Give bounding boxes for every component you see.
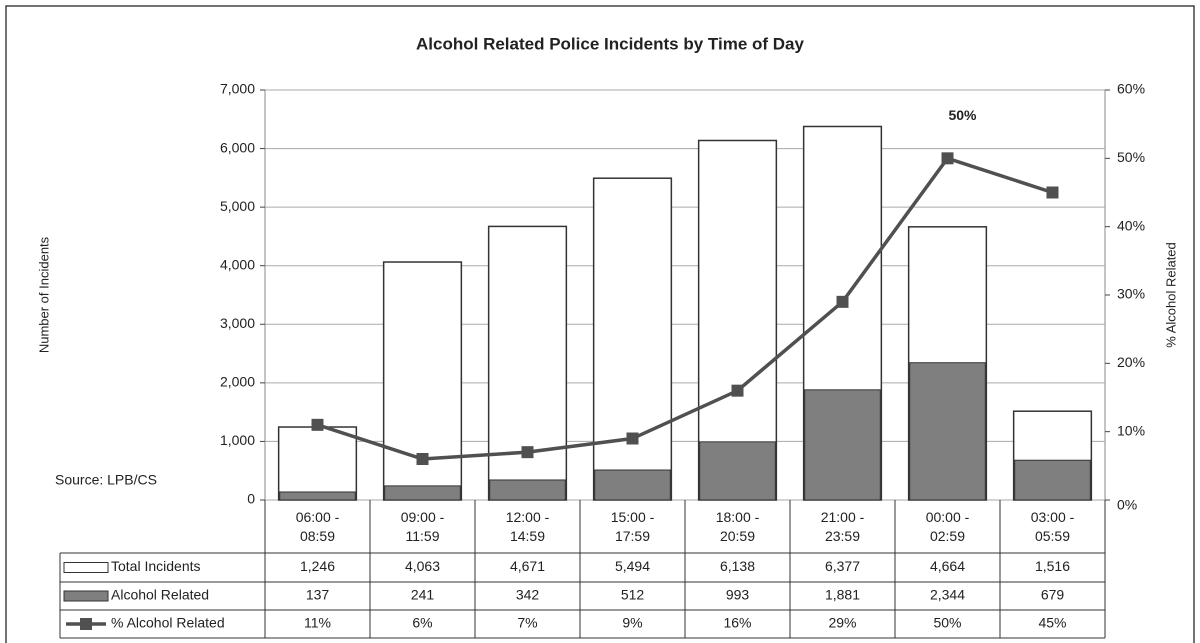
table-value: 2,344: [930, 587, 965, 603]
x-tick-label: 12:00 - 14:59: [506, 509, 550, 544]
bar: [489, 479, 566, 501]
bar: [699, 441, 776, 501]
x-tick-line: 17:59: [615, 528, 650, 544]
marker: [626, 432, 639, 445]
table-value: 1,516: [1035, 558, 1070, 574]
table-value: 29%: [828, 615, 856, 631]
legend-label: % Alcohol Related: [111, 615, 225, 631]
table-value: 7%: [517, 615, 537, 631]
x-tick-line: 00:00 -: [926, 509, 970, 525]
y-tick-label: 3,000: [220, 315, 255, 331]
table-value: 137: [306, 587, 330, 603]
y2-tick-label: 50%: [1117, 149, 1145, 165]
y-tick-label: 6,000: [220, 139, 255, 155]
line: [316, 156, 1054, 461]
y2-tick-label: 0%: [1117, 497, 1137, 513]
x-tick-line: 15:00 -: [611, 509, 655, 525]
table-value: 50%: [933, 615, 961, 631]
y2-tick-label: 10%: [1117, 422, 1145, 438]
y2-tick-label: 30%: [1117, 286, 1145, 302]
x-tick-line: 08:59: [300, 528, 335, 544]
y-tick-label: 2,000: [220, 374, 255, 390]
bar: [804, 389, 881, 501]
marker: [311, 418, 324, 431]
x-tick-label: 06:00 - 08:59: [296, 509, 340, 544]
x-tick-label: 09:00 - 11:59: [401, 509, 445, 544]
x-tick-line: 09:00 -: [401, 509, 445, 525]
table-value: 5,494: [615, 558, 650, 574]
y-tick-label: 5,000: [220, 198, 255, 214]
table-value: 4,664: [930, 558, 965, 574]
table-value: 1,881: [825, 587, 860, 603]
x-tick-line: 14:59: [510, 528, 545, 544]
table-value: 6%: [412, 615, 432, 631]
x-tick-line: 23:59: [825, 528, 860, 544]
x-tick-line: 05:59: [1035, 528, 1070, 544]
table-value: 342: [516, 587, 540, 603]
marker: [521, 446, 534, 459]
table-value: 45%: [1038, 615, 1066, 631]
y2-axis-label: % Alcohol Related: [1163, 242, 1178, 348]
x-tick-label: 03:00 - 05:59: [1031, 509, 1075, 544]
table-value: 993: [726, 587, 750, 603]
table-value: 6,138: [720, 558, 755, 574]
bar: [1014, 459, 1091, 501]
marker: [941, 152, 954, 165]
bar: [487, 225, 568, 501]
x-tick-line: 11:59: [406, 528, 440, 544]
x-tick-line: 18:00 -: [716, 509, 760, 525]
x-tick-line: 02:59: [930, 528, 965, 544]
x-tick-label: 21:00 - 23:59: [821, 509, 865, 544]
bar: [697, 139, 778, 501]
legend-key: [63, 590, 109, 602]
x-tick-line: 03:00 -: [1031, 509, 1075, 525]
marker: [836, 295, 849, 308]
x-tick-label: 15:00 - 17:59: [611, 509, 655, 544]
bar: [909, 362, 986, 501]
marker: [1046, 186, 1059, 199]
x-tick-line: 20:59: [720, 528, 755, 544]
bar: [384, 485, 461, 501]
legend-key: [63, 562, 109, 573]
marker: [731, 384, 744, 397]
y2-tick-label: 60%: [1117, 81, 1145, 97]
source-note: Source: LPB/CS: [55, 472, 157, 488]
bar: [592, 177, 673, 501]
x-tick-label: 00:00 - 02:59: [926, 509, 970, 544]
bar: [594, 469, 671, 501]
chart-frame: [5, 5, 1195, 643]
table-value: 679: [1041, 587, 1065, 603]
y2-tick-label: 40%: [1117, 217, 1145, 233]
y-axis-label: Number of Incidents: [36, 236, 51, 353]
x-tick-line: 21:00 -: [821, 509, 865, 525]
table-value: 4,063: [405, 558, 440, 574]
table-value: 9%: [622, 615, 642, 631]
table-value: 1,246: [300, 558, 335, 574]
bar: [279, 491, 356, 501]
annotation: 50%: [948, 107, 977, 123]
x-tick-line: 06:00 -: [296, 509, 340, 525]
y-tick-label: 4,000: [220, 256, 255, 272]
x-tick-line: 12:00 -: [506, 509, 550, 525]
table-value: 512: [621, 587, 645, 603]
y2-tick-label: 20%: [1117, 354, 1145, 370]
y-tick-label: 0: [247, 491, 255, 507]
chart-title: Alcohol Related Police Incidents by Time…: [416, 34, 804, 53]
table-value: 4,671: [510, 558, 545, 574]
table-value: 241: [411, 587, 435, 603]
legend-key: [80, 618, 92, 630]
y-tick-label: 7,000: [220, 81, 255, 97]
legend-label: Alcohol Related: [111, 587, 209, 603]
bar: [277, 426, 358, 501]
table-value: 6,377: [825, 558, 860, 574]
legend-label: Total Incidents: [111, 558, 201, 574]
table-value: 11%: [304, 615, 331, 631]
marker: [416, 453, 429, 465]
table-value: 16%: [723, 615, 751, 631]
y-tick-label: 1,000: [220, 432, 255, 448]
x-tick-label: 18:00 - 20:59: [716, 509, 760, 544]
